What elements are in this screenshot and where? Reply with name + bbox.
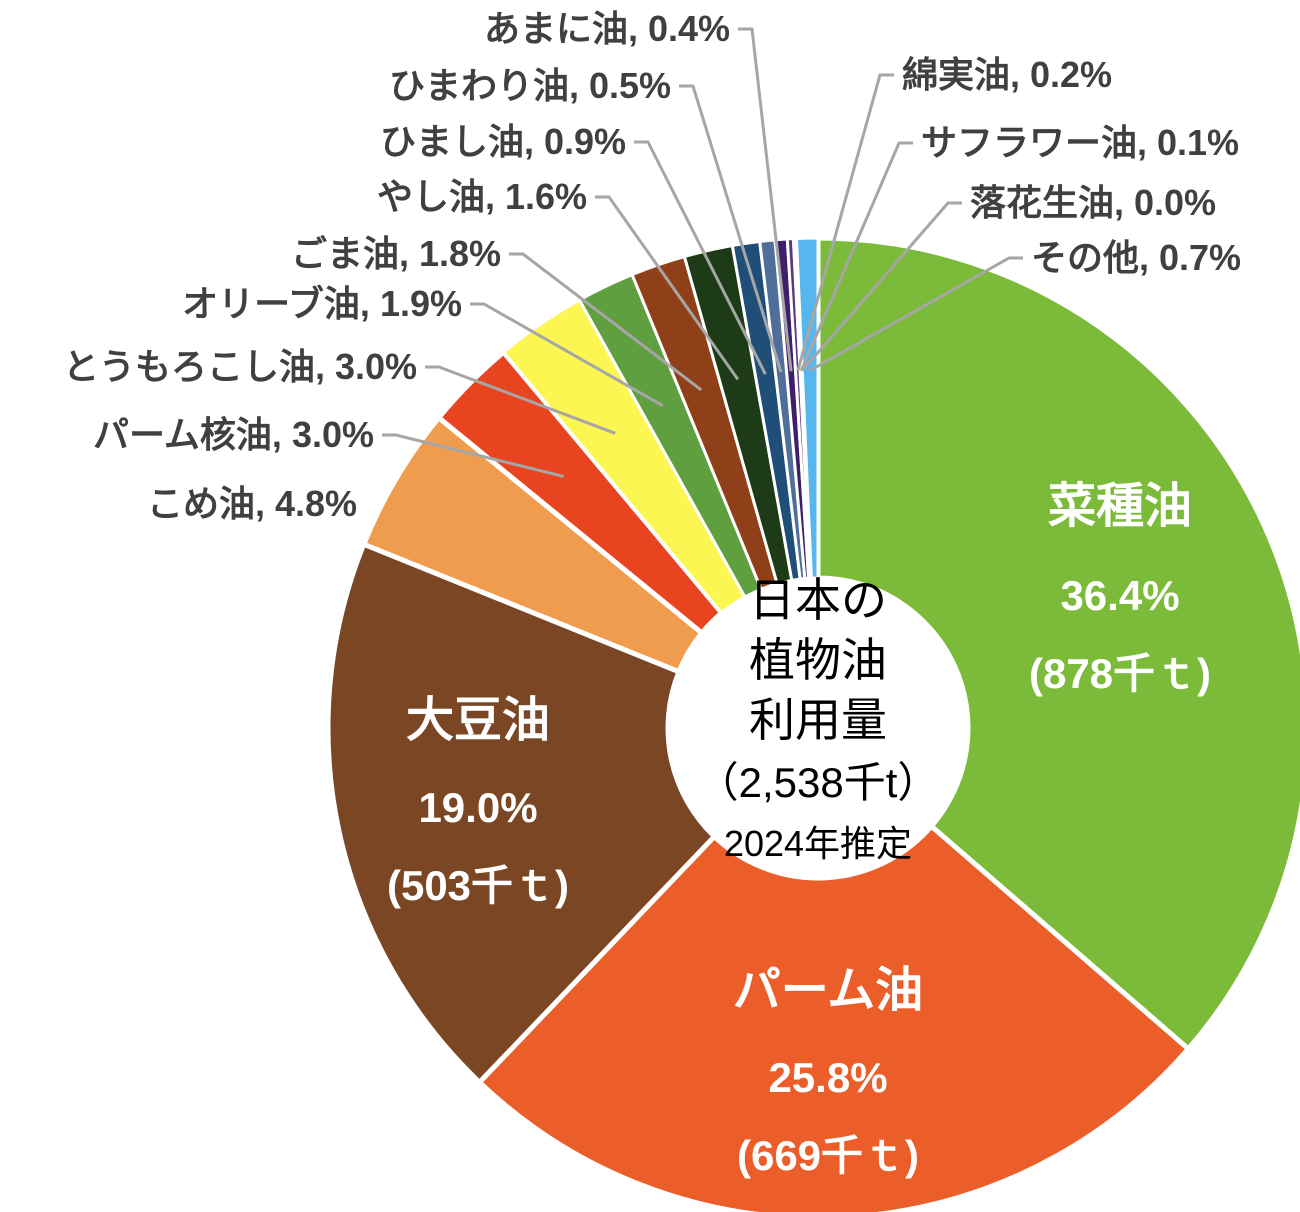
- pie-slice-0: [815, 235, 1300, 1053]
- outside-label-6: オリーブ油, 1.9%: [182, 283, 462, 324]
- leader-line-12: [796, 73, 894, 372]
- center-line-2: 利用量: [749, 694, 887, 746]
- leader-line-7: [509, 252, 703, 392]
- leader-line-10: [679, 84, 783, 373]
- slice-label-name-0: 菜種油: [1048, 480, 1192, 533]
- inside-labels: 菜種油 36.4% (878千ｔ) パーム油 25.8% (669千ｔ) 大豆油…: [387, 480, 1211, 1179]
- outside-label-4: パーム核油, 3.0%: [93, 414, 374, 455]
- leader-line-14: [801, 201, 962, 372]
- outside-label-12: 綿実油, 0.2%: [902, 54, 1112, 95]
- outside-label-9: ひまし油, 0.9%: [380, 121, 626, 162]
- leader-line-9: [634, 140, 767, 375]
- slice-label-amount-1: (669千ｔ): [737, 1132, 919, 1179]
- center-line-4: 2024年推定: [724, 823, 912, 864]
- center-line-0: 日本の: [749, 574, 887, 626]
- outside-label-13: サフラワー油, 0.1%: [921, 122, 1239, 163]
- leader-line-8: [595, 195, 740, 381]
- outside-label-5: とうもろこし油, 3.0%: [63, 346, 417, 387]
- slice-label-name-1: パーム油: [733, 964, 924, 1017]
- leader-line-13: [799, 141, 913, 372]
- pie-slice-2: [325, 540, 718, 1086]
- center-line-1: 植物油: [749, 634, 887, 686]
- leader-lines: [382, 27, 1023, 478]
- slice-label-amount-0: (878千ｔ): [1029, 650, 1211, 697]
- outside-label-3: こめ油, 4.8%: [147, 483, 357, 524]
- outside-label-14: 落花生油, 0.0%: [970, 182, 1216, 223]
- slice-label-percent-0: 36.4%: [1060, 572, 1179, 619]
- outside-label-10: ひまわり油, 0.5%: [389, 65, 671, 106]
- pie-slice-1: [475, 822, 1192, 1212]
- slice-label-name-2: 大豆油: [406, 694, 550, 747]
- outside-label-7: ごま油, 1.8%: [291, 233, 501, 274]
- leader-line-5: [425, 365, 616, 435]
- outside-label-8: やし油, 1.6%: [377, 176, 587, 217]
- slice-label-percent-2: 19.0%: [418, 784, 537, 831]
- slice-label-percent-1: 25.8%: [768, 1054, 887, 1101]
- leader-line-11: [738, 27, 793, 372]
- leader-line-4: [382, 433, 565, 478]
- center-line-3: （2,538千t）: [697, 759, 940, 806]
- outside-label-15: その他, 0.7%: [1031, 237, 1241, 278]
- pie-slices: [325, 235, 1300, 1212]
- leader-line-15: [809, 256, 1023, 372]
- outside-labels: こめ油, 4.8% パーム核油, 3.0% とうもろこし油, 3.0% オリーブ…: [63, 8, 1241, 524]
- leader-line-6: [470, 302, 664, 408]
- slice-label-amount-2: (503千ｔ): [387, 862, 569, 909]
- center-label: 日本の 植物油 利用量 （2,538千t） 2024年推定: [697, 574, 940, 864]
- outside-label-11: あまに油, 0.4%: [484, 8, 730, 49]
